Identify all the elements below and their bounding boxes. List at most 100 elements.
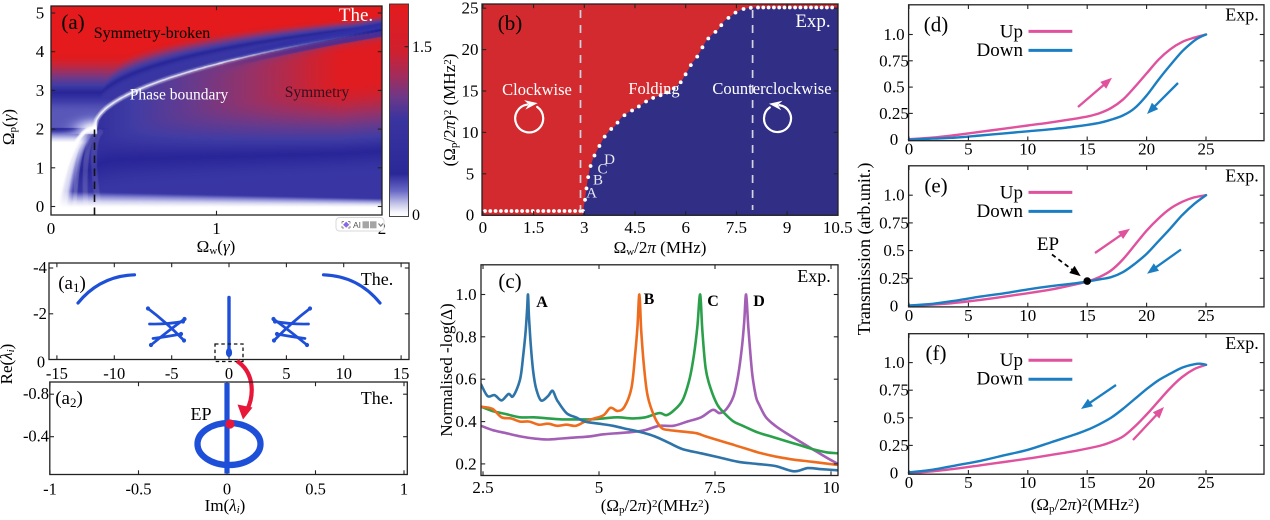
svg-text:A: A <box>536 294 548 311</box>
svg-text:Down: Down <box>977 369 1024 390</box>
svg-text:Re(λi): Re(λi) <box>0 344 17 385</box>
svg-text:Up: Up <box>1000 182 1023 203</box>
svg-text:20: 20 <box>462 40 479 59</box>
svg-text:10: 10 <box>1019 140 1036 159</box>
svg-text:0.75: 0.75 <box>879 381 909 400</box>
svg-text:EP: EP <box>190 404 211 424</box>
svg-text:-0.5: -0.5 <box>125 480 151 499</box>
svg-text:20: 20 <box>1138 306 1155 325</box>
svg-text:0: 0 <box>223 480 231 499</box>
svg-text:1.5: 1.5 <box>523 218 544 237</box>
svg-text:Exp.: Exp. <box>1225 165 1259 185</box>
svg-text:1: 1 <box>400 480 408 499</box>
svg-text:1.0: 1.0 <box>883 186 904 205</box>
svg-text:0.25: 0.25 <box>879 104 909 123</box>
svg-text:Exp.: Exp. <box>797 266 831 286</box>
svg-text:0: 0 <box>47 219 56 238</box>
svg-text:C: C <box>707 293 719 310</box>
svg-text:5: 5 <box>964 306 973 325</box>
svg-text:-0.4: -0.4 <box>23 427 49 446</box>
svg-text:D: D <box>753 293 765 310</box>
svg-text:0: 0 <box>905 306 914 325</box>
svg-text:Folding: Folding <box>628 79 679 98</box>
svg-text:Up: Up <box>1000 21 1023 42</box>
svg-text:0.8: 0.8 <box>455 327 476 346</box>
svg-text:Transmission (arb.unit.): Transmission (arb.unit.) <box>854 163 875 336</box>
svg-text:-1: -1 <box>43 480 57 499</box>
svg-text:0.5: 0.5 <box>883 241 904 260</box>
svg-text:4.5: 4.5 <box>624 218 645 237</box>
svg-text:The.: The. <box>361 388 393 408</box>
svg-text:-2: -2 <box>33 304 47 323</box>
svg-text:0.25: 0.25 <box>879 436 909 455</box>
svg-text:0.2: 0.2 <box>455 454 476 473</box>
svg-text:5: 5 <box>964 473 973 492</box>
svg-text:C: C <box>597 162 607 178</box>
svg-text:20: 20 <box>1138 140 1155 159</box>
svg-text:15: 15 <box>1079 473 1096 492</box>
svg-text:0.4: 0.4 <box>455 412 477 431</box>
svg-text:0: 0 <box>225 364 233 383</box>
svg-text:(b): (b) <box>498 11 523 35</box>
svg-text:(Ωp/2π)2 (MHz2): (Ωp/2π)2 (MHz2) <box>440 54 460 167</box>
svg-text:15: 15 <box>1079 140 1096 159</box>
svg-text:0: 0 <box>890 130 899 149</box>
svg-text:1.0: 1.0 <box>883 353 904 372</box>
svg-text:-0.8: -0.8 <box>23 384 49 403</box>
svg-text:0: 0 <box>479 218 488 237</box>
svg-text:25: 25 <box>1198 140 1215 159</box>
svg-text:Exp.: Exp. <box>1225 333 1259 353</box>
svg-text:Phase boundary: Phase boundary <box>130 87 229 104</box>
svg-text:0.6: 0.6 <box>455 370 476 389</box>
svg-text:15: 15 <box>1079 306 1096 325</box>
svg-text:10: 10 <box>1019 306 1036 325</box>
svg-text:(e): (e) <box>924 173 947 197</box>
svg-text:10: 10 <box>462 123 479 142</box>
svg-text:0.75: 0.75 <box>879 213 909 232</box>
svg-text:Exp.: Exp. <box>1225 4 1259 24</box>
svg-text:0: 0 <box>890 464 899 483</box>
svg-text:EP: EP <box>1037 234 1059 255</box>
svg-text:Ωw(γ): Ωw(γ) <box>197 237 236 257</box>
svg-text:2: 2 <box>36 120 45 139</box>
svg-text:1.0: 1.0 <box>455 285 476 304</box>
svg-text:Im(λi): Im(λi) <box>205 496 246 516</box>
svg-text:Down: Down <box>977 40 1024 61</box>
svg-text:-4: -4 <box>33 258 47 277</box>
svg-text:0.5: 0.5 <box>305 480 326 499</box>
svg-text:Exp.: Exp. <box>795 11 830 32</box>
svg-text:AI: AI <box>353 220 361 230</box>
svg-text:0.5: 0.5 <box>883 408 904 427</box>
svg-text:15: 15 <box>462 82 479 101</box>
svg-text:3: 3 <box>36 81 45 100</box>
svg-text:25: 25 <box>1198 306 1215 325</box>
svg-text:D: D <box>604 152 615 168</box>
svg-text:-5: -5 <box>165 364 179 383</box>
svg-text:-10: -10 <box>103 364 125 383</box>
svg-text:The.: The. <box>361 269 393 289</box>
svg-text:0: 0 <box>905 473 914 492</box>
svg-text:(a): (a) <box>61 10 84 34</box>
svg-text:(Ωp/2π)2(MHz2): (Ωp/2π)2(MHz2) <box>601 496 710 516</box>
svg-text:0.5: 0.5 <box>883 78 904 97</box>
svg-text:Ωw/2π (MHz): Ωw/2π (MHz) <box>614 238 707 258</box>
svg-text:The.: The. <box>339 5 373 26</box>
svg-text:1.0: 1.0 <box>883 25 904 44</box>
svg-text:0.75: 0.75 <box>879 51 909 70</box>
svg-text:10: 10 <box>1019 473 1036 492</box>
svg-text:(d): (d) <box>924 12 949 36</box>
svg-text:A: A <box>586 186 597 202</box>
svg-text:Symmetry-broken: Symmetry-broken <box>94 25 210 42</box>
svg-text:0: 0 <box>412 207 420 224</box>
svg-text:(a2): (a2) <box>55 388 83 410</box>
svg-text:1: 1 <box>36 158 45 177</box>
svg-text:0: 0 <box>36 197 45 216</box>
svg-text:10.5: 10.5 <box>823 218 853 237</box>
svg-text:Normalised -log(Δ): Normalised -log(Δ) <box>437 303 456 436</box>
svg-text:Clockwise: Clockwise <box>502 80 572 99</box>
svg-text:10: 10 <box>335 364 352 383</box>
svg-text:B: B <box>593 173 603 189</box>
svg-text:3: 3 <box>580 218 589 237</box>
svg-text:7.5: 7.5 <box>726 218 747 237</box>
svg-text:Ωp(γ): Ωp(γ) <box>0 109 19 145</box>
